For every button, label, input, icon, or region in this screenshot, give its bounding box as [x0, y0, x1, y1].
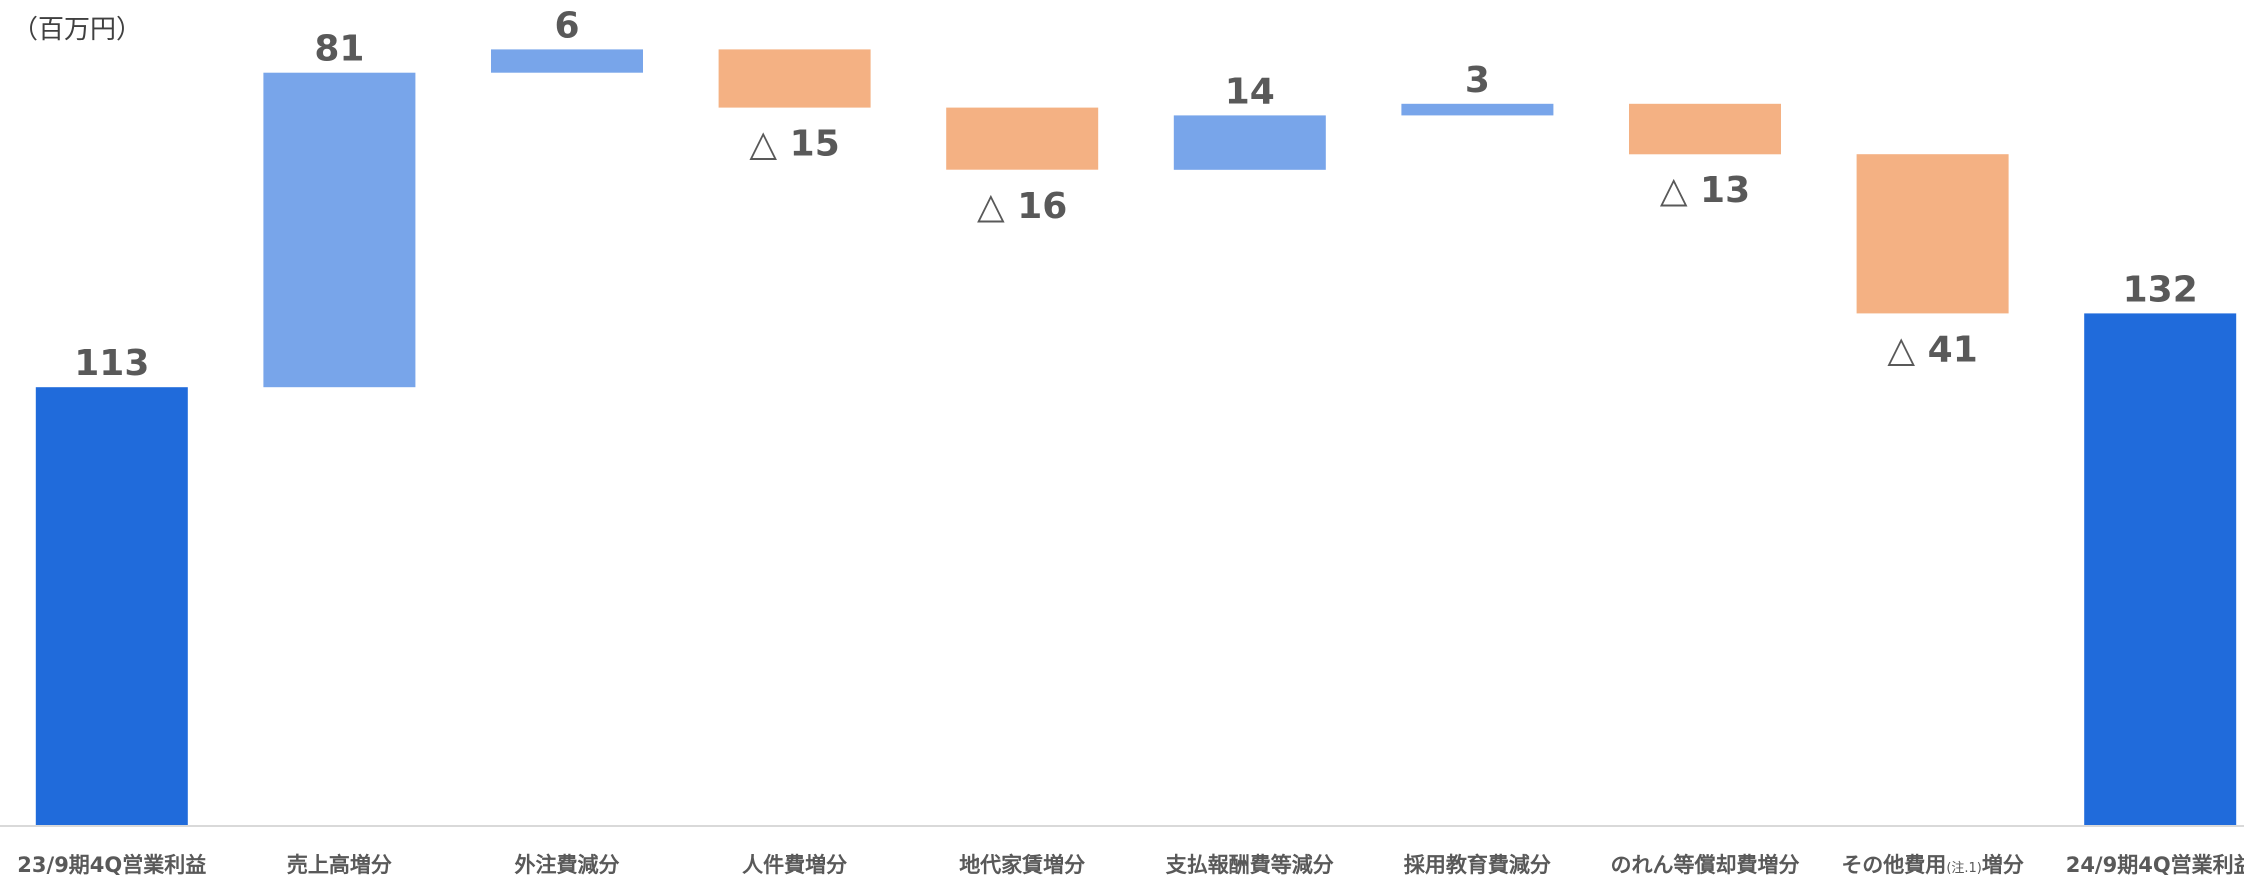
category-label: 人件費増分: [742, 853, 847, 876]
data-label: 81: [314, 29, 364, 70]
bar-decrease: [718, 49, 871, 108]
category-label: 売上高増分: [287, 853, 392, 876]
data-label: 14: [1225, 71, 1275, 112]
category-label: 支払報酬費等減分: [1166, 853, 1334, 876]
data-label: △ 13: [1660, 170, 1750, 211]
category-label: 23/9期4Q営業利益: [17, 853, 206, 876]
data-label: 113: [74, 343, 149, 384]
data-label: △ 15: [749, 124, 839, 165]
data-label: 3: [1465, 60, 1490, 101]
bar-decrease: [946, 107, 1099, 170]
bars-group: [35, 49, 2237, 826]
category-label: 24/9期4Q営業利益: [2066, 853, 2244, 876]
bar-total: [2084, 313, 2237, 826]
category-label: 外注費減分: [515, 853, 620, 876]
bar-increase: [1173, 115, 1326, 170]
category-labels-group: 23/9期4Q営業利益 売上高増分 外注費減分 人件費増分 地代家賃増分 支払報酬費等減分…: [17, 853, 2244, 876]
bar-increase: [1401, 103, 1554, 116]
bar-decrease: [1856, 154, 2009, 314]
bar-increase: [491, 49, 643, 73]
bar-increase: [263, 72, 416, 388]
value-labels-group: 113 81 6 △ 15 △ 16 14 3 △ 13 △ 41 132: [74, 5, 2198, 384]
bar-decrease: [1629, 103, 1781, 155]
bar-total: [35, 387, 188, 826]
unit-label: （百万円）: [12, 15, 142, 45]
data-label: 132: [2123, 269, 2198, 310]
data-label: △ 16: [977, 186, 1067, 227]
category-label: のれん等償却費増分: [1611, 853, 1800, 876]
category-label: 採用教育費減分: [1404, 853, 1551, 876]
data-label: △ 41: [1887, 329, 1977, 370]
data-label: 6: [554, 5, 579, 46]
category-label: 地代家賃増分: [959, 853, 1085, 876]
category-label: その他費用(注.1)増分: [1841, 853, 2024, 876]
